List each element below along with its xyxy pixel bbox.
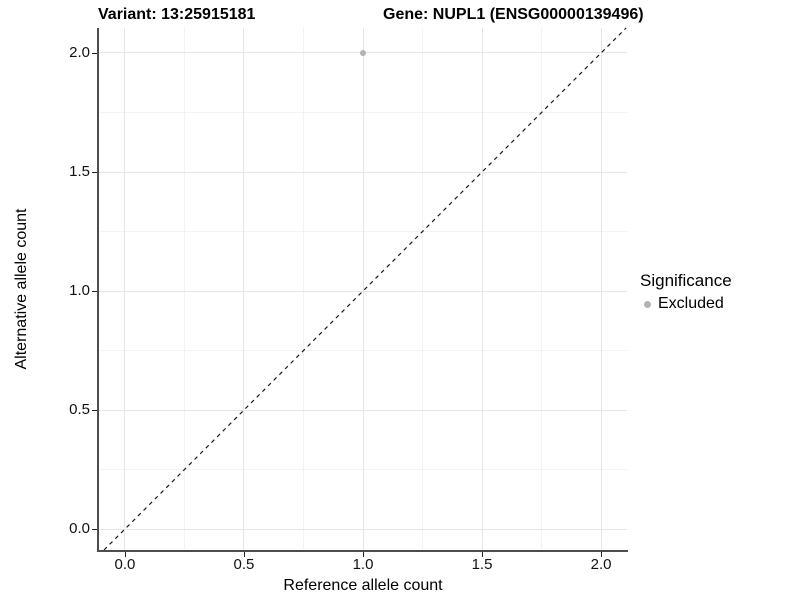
y-tick-label: 0.5 [69,401,90,419]
y-tick-mark [92,172,97,173]
x-tick-mark [482,552,484,557]
y-axis-line [97,28,99,552]
x-tick-label: 2.0 [590,556,612,573]
y-tick-mark [92,291,97,293]
x-tick-mark [243,552,245,557]
x-minor-gridline [183,28,185,550]
x-tick-mark [124,552,126,557]
x-minor-gridline [302,28,304,550]
legend-key-dot [644,300,651,308]
legend-title: Significance [640,271,732,290]
x-axis-line [97,550,628,552]
identity-dashed-line [103,27,627,551]
x-tick-mark [601,552,603,557]
x-tick-label: 0.5 [233,556,255,573]
x-tick-label: 1.0 [352,556,374,573]
plot-title-gene: Gene: NUPL1 (ENSG00000139496) [383,6,644,23]
y-tick-mark [92,52,97,54]
x-major-gridline [362,28,364,550]
y-major-gridline [99,409,627,411]
y-major-gridline [99,290,627,292]
y-tick-mark [92,410,97,412]
data-point [360,49,366,56]
legend-item: Excluded [640,295,732,313]
y-tick-label: 2.0 [69,43,90,61]
x-tick-mark [363,552,364,557]
x-axis-title: Reference allele count [283,577,443,594]
x-major-gridline [243,28,245,550]
x-tick-label: 0.0 [114,556,136,573]
y-major-gridline [99,528,627,530]
y-tick-label: 1.0 [69,282,90,300]
x-major-gridline [124,28,126,550]
y-tick-mark [92,529,97,531]
legend-item-label: Excluded [658,295,724,312]
legend-items: Excluded [640,295,732,313]
y-axis-title: Alternative allele count [13,208,30,370]
plot-panel [99,27,627,551]
y-major-gridline [99,171,627,173]
x-major-gridline [481,28,483,550]
y-tick-label: 1.5 [69,163,90,180]
plot-title-variant: Variant: 13:25915181 [98,6,256,23]
legend: Significance Excluded [640,271,732,313]
y-tick-label: 0.0 [69,520,90,538]
x-minor-gridline [541,28,543,550]
x-major-gridline [600,28,602,550]
x-minor-gridline [422,28,423,550]
x-tick-label: 1.5 [471,556,493,573]
